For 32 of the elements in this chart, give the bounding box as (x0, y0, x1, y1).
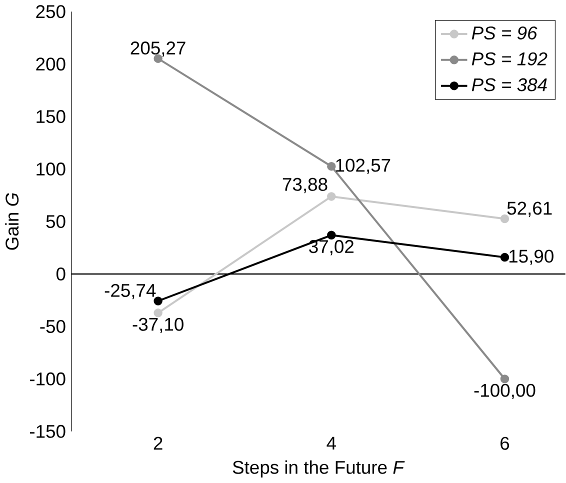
y-tick-label: 0 (56, 268, 66, 281)
point (327, 192, 336, 202)
y-tick-label: 50 (46, 215, 66, 228)
data-label: -100,00 (474, 384, 536, 400)
data-label: 15,90 (510, 250, 554, 266)
data-label: 205,27 (130, 42, 186, 57)
x-tick-label: 2 (154, 437, 162, 450)
point (500, 374, 510, 384)
y-tick-label: 150 (36, 110, 66, 124)
y-tick-label: -100 (30, 372, 66, 386)
y-tick-label: 100 (36, 162, 66, 176)
y-tick-label: -150 (30, 425, 66, 438)
y-tick-label: 200 (36, 58, 66, 71)
data-label: 73,88 (282, 178, 328, 194)
x-tick-label: 6 (500, 437, 510, 450)
y-tick-label: -50 (40, 320, 66, 334)
data-label: 37,02 (309, 240, 354, 256)
legend-label: PS = 384 (472, 78, 547, 92)
point (500, 253, 510, 262)
point (154, 308, 162, 318)
legend-label: PS = 96 (472, 26, 538, 40)
data-label: 102,57 (336, 158, 390, 174)
point (327, 162, 336, 171)
y-axis-title: Gain G (5, 193, 19, 250)
data-label: -37,10 (132, 318, 184, 334)
x-axis-title: Steps in the Future F (232, 460, 405, 478)
data-label: -25,74 (104, 284, 156, 300)
point (327, 230, 336, 240)
x-tick-label: 4 (326, 437, 336, 450)
legend-label: PS = 192 (472, 52, 548, 66)
data-label: 52,61 (507, 202, 552, 218)
y-tick-label: 250 (36, 5, 66, 18)
